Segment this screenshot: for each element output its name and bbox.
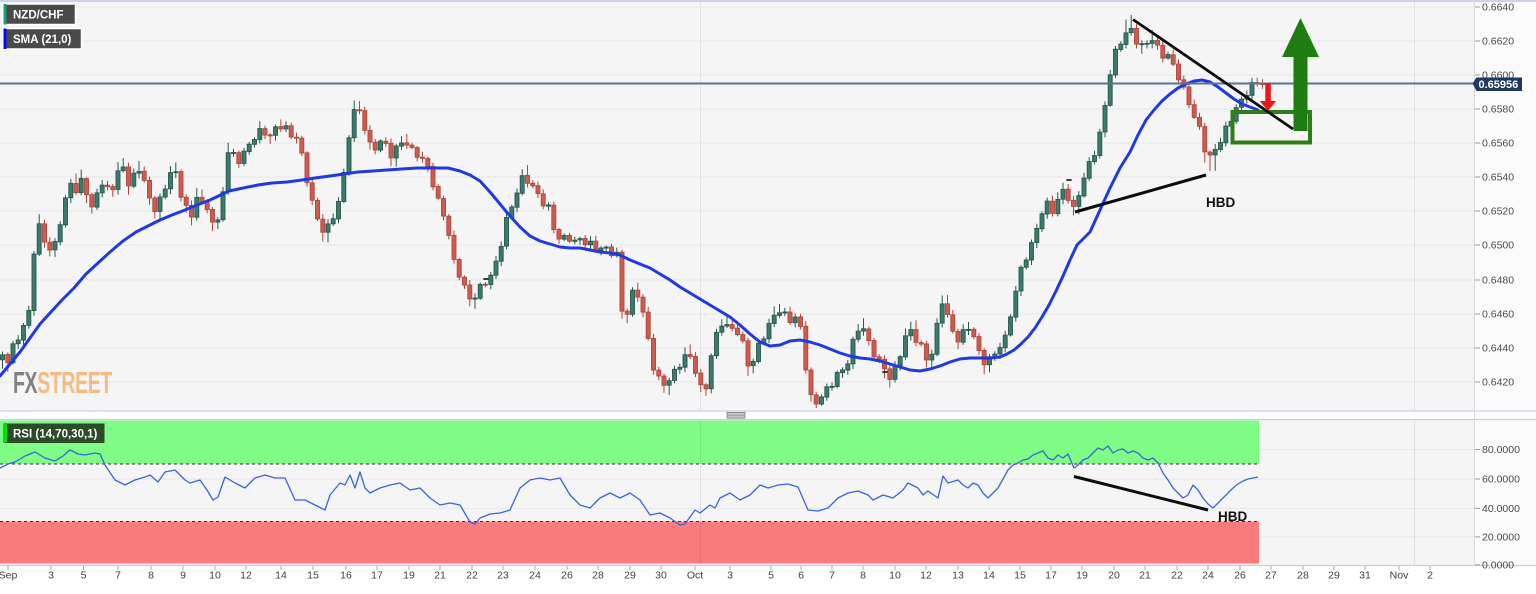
svg-text:27: 27	[1265, 570, 1277, 582]
svg-text:NZD/CHF: NZD/CHF	[13, 10, 63, 22]
svg-text:0.6520: 0.6520	[1482, 206, 1514, 218]
svg-text:3: 3	[48, 570, 54, 582]
svg-text:HBD: HBD	[1206, 195, 1235, 210]
svg-text:SMA (21,0): SMA (21,0)	[13, 34, 72, 46]
svg-text:8: 8	[860, 570, 866, 582]
svg-text:40.0000: 40.0000	[1482, 503, 1520, 515]
svg-text:0.6580: 0.6580	[1482, 104, 1514, 116]
svg-text:0.6620: 0.6620	[1482, 36, 1514, 48]
svg-text:0.6480: 0.6480	[1482, 275, 1514, 287]
svg-text:RSI (14,70,30,1): RSI (14,70,30,1)	[13, 429, 98, 441]
svg-text:7: 7	[115, 570, 121, 582]
svg-text:14: 14	[983, 570, 995, 582]
svg-text:HBD: HBD	[1218, 509, 1247, 524]
svg-text:24: 24	[529, 570, 541, 582]
svg-text:9: 9	[180, 570, 186, 582]
svg-text:21: 21	[1139, 570, 1151, 582]
svg-text:15: 15	[1014, 570, 1026, 582]
svg-text:12: 12	[240, 570, 252, 582]
svg-text:31: 31	[1359, 570, 1371, 582]
svg-text:14: 14	[275, 570, 287, 582]
svg-text:24: 24	[1202, 570, 1214, 582]
svg-text:0.0000: 0.0000	[1482, 559, 1514, 571]
svg-text:28: 28	[1297, 570, 1309, 582]
svg-text:2: 2	[1427, 570, 1433, 582]
svg-text:7: 7	[829, 570, 835, 582]
svg-text:6: 6	[798, 570, 804, 582]
svg-text:12: 12	[920, 570, 932, 582]
svg-text:29: 29	[624, 570, 636, 582]
svg-text:15: 15	[307, 570, 319, 582]
svg-text:Oct: Oct	[687, 570, 703, 582]
svg-text:20: 20	[1108, 570, 1120, 582]
svg-text:80.0000: 80.0000	[1482, 444, 1520, 456]
svg-text:13: 13	[952, 570, 964, 582]
svg-text:16: 16	[340, 570, 352, 582]
svg-text:22: 22	[466, 570, 478, 582]
svg-text:21: 21	[434, 570, 446, 582]
svg-text:20.0000: 20.0000	[1482, 531, 1520, 543]
svg-text:60.0000: 60.0000	[1482, 474, 1520, 486]
svg-text:22: 22	[1171, 570, 1183, 582]
svg-text:26: 26	[1234, 570, 1246, 582]
svg-text:30: 30	[655, 570, 667, 582]
svg-text:19: 19	[403, 570, 415, 582]
svg-text:17: 17	[1045, 570, 1057, 582]
svg-text:0.6640: 0.6640	[1482, 2, 1514, 14]
svg-text:5: 5	[81, 570, 87, 582]
svg-text:0.6440: 0.6440	[1482, 343, 1514, 355]
svg-text:8: 8	[148, 570, 154, 582]
svg-text:0.65956: 0.65956	[1479, 79, 1519, 91]
svg-text:10: 10	[889, 570, 901, 582]
svg-text:28: 28	[592, 570, 604, 582]
svg-text:17: 17	[371, 570, 383, 582]
svg-text:Sep: Sep	[0, 570, 17, 582]
svg-text:29: 29	[1328, 570, 1340, 582]
svg-text:5: 5	[768, 570, 774, 582]
svg-text:23: 23	[497, 570, 509, 582]
svg-text:19: 19	[1076, 570, 1088, 582]
svg-text:FXSTREET: FXSTREET	[13, 365, 112, 400]
svg-text:10: 10	[209, 570, 221, 582]
svg-text:0.6460: 0.6460	[1482, 309, 1514, 321]
svg-text:0.6500: 0.6500	[1482, 240, 1514, 252]
svg-text:0.6540: 0.6540	[1482, 172, 1514, 184]
svg-text:0.6420: 0.6420	[1482, 377, 1514, 389]
svg-text:Nov: Nov	[1390, 570, 1409, 582]
svg-text:26: 26	[561, 570, 573, 582]
svg-text:0.6560: 0.6560	[1482, 138, 1514, 150]
svg-text:3: 3	[727, 570, 733, 582]
